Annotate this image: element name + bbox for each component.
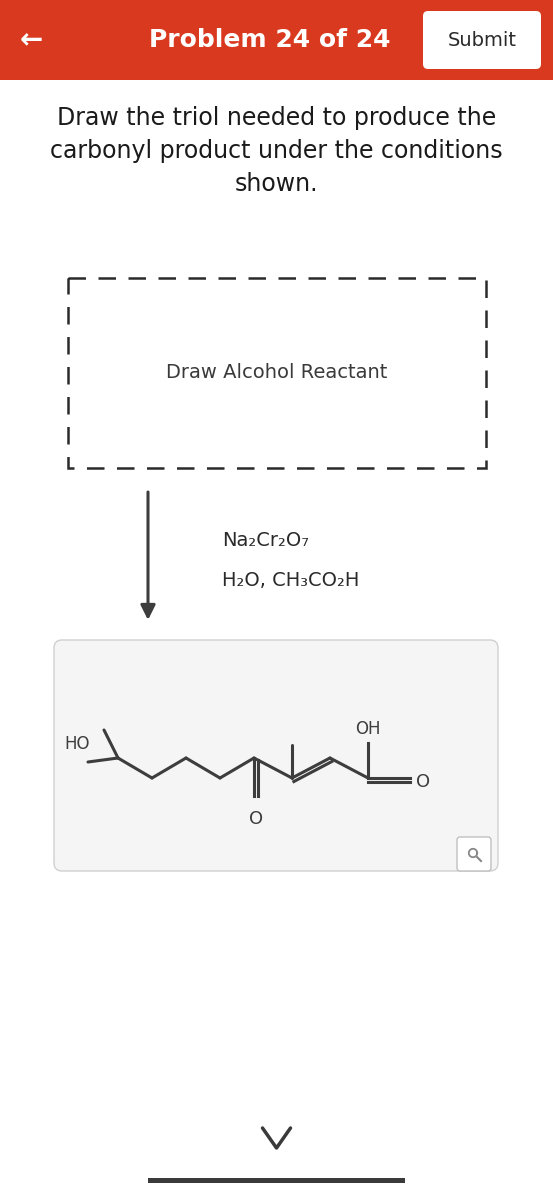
- Text: Draw the triol needed to produce the: Draw the triol needed to produce the: [57, 106, 496, 130]
- FancyBboxPatch shape: [423, 11, 541, 68]
- Text: Submit: Submit: [447, 30, 517, 49]
- FancyBboxPatch shape: [54, 640, 498, 871]
- Text: Draw Alcohol Reactant: Draw Alcohol Reactant: [166, 364, 388, 383]
- Text: Na₂Cr₂O₇: Na₂Cr₂O₇: [222, 530, 309, 550]
- Text: shown.: shown.: [235, 172, 318, 196]
- FancyBboxPatch shape: [68, 278, 486, 468]
- Text: Problem 24 of 24: Problem 24 of 24: [149, 28, 391, 52]
- Bar: [148, 1178, 405, 1183]
- Text: O: O: [249, 810, 263, 828]
- Text: OH: OH: [355, 720, 381, 738]
- Text: ←: ←: [20, 26, 43, 54]
- Text: HO: HO: [65, 734, 90, 754]
- Text: carbonyl product under the conditions: carbonyl product under the conditions: [50, 139, 503, 163]
- Bar: [0, 0, 553, 80]
- Text: O: O: [416, 773, 430, 791]
- FancyBboxPatch shape: [457, 838, 491, 871]
- Text: H₂O, CH₃CO₂H: H₂O, CH₃CO₂H: [222, 570, 359, 589]
